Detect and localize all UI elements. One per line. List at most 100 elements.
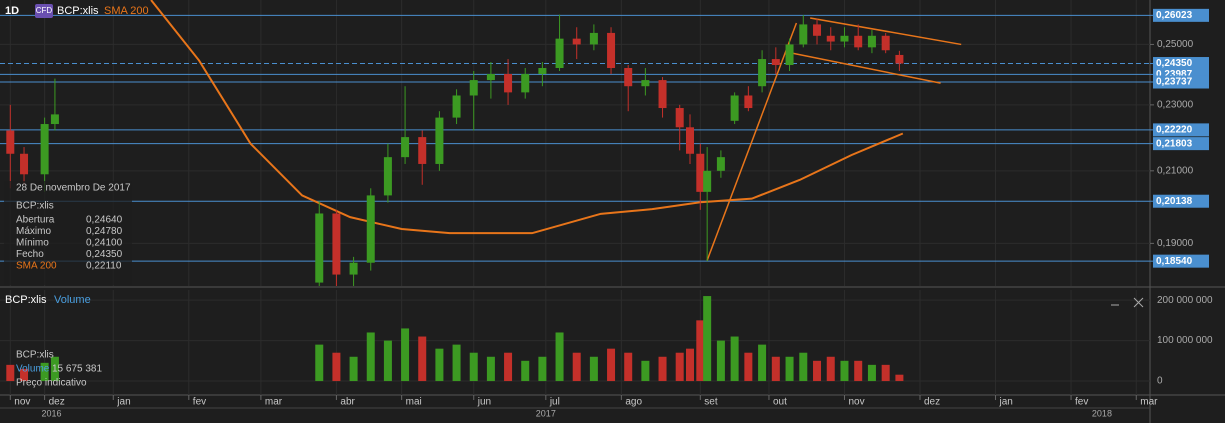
level-label: 0,23737 bbox=[1156, 77, 1193, 88]
candle-body bbox=[521, 74, 530, 93]
info-label: Fecho bbox=[16, 249, 44, 260]
candle-body bbox=[589, 32, 598, 45]
candle-body bbox=[366, 195, 375, 263]
x-tick-label: jul bbox=[549, 397, 560, 408]
candle-body bbox=[641, 80, 650, 87]
level-label-bg bbox=[1153, 75, 1209, 89]
x-tick-label: out bbox=[773, 397, 787, 408]
y-tick-label: 0,19000 bbox=[1157, 238, 1194, 249]
overlay: 1D CFD BCP:xlis SMA 200 28 De novembro D… bbox=[4, 4, 1213, 418]
volume-legend-symbol: BCP:xlis bbox=[16, 350, 54, 361]
trendline bbox=[810, 17, 962, 46]
candle-body bbox=[6, 130, 15, 154]
y-tick-label: 0,25000 bbox=[1157, 39, 1194, 50]
volume-panel bbox=[0, 290, 1150, 395]
candle-body bbox=[716, 157, 725, 171]
volume-bar bbox=[452, 344, 461, 382]
trendline bbox=[789, 51, 941, 84]
y-tick-label: 200 000 000 bbox=[1157, 295, 1213, 306]
volume-bar bbox=[572, 352, 581, 382]
volume-bar bbox=[538, 356, 547, 382]
volume-bar bbox=[50, 356, 59, 382]
x-tick-label: mar bbox=[265, 397, 283, 408]
close-icon[interactable] bbox=[1133, 297, 1144, 308]
candle-body bbox=[826, 35, 835, 42]
candle-body bbox=[383, 157, 392, 196]
candle-body bbox=[332, 213, 341, 275]
volume-bar bbox=[881, 364, 890, 382]
info-label: Máximo bbox=[16, 226, 51, 237]
info-value: 0,24350 bbox=[86, 249, 123, 260]
volume-legend-name: Volume bbox=[16, 364, 50, 375]
volume-bar bbox=[332, 352, 341, 382]
candle-body bbox=[20, 153, 29, 175]
level-label: 0,26023 bbox=[1156, 10, 1193, 21]
volume-bar bbox=[589, 356, 598, 382]
info-label: Mínimo bbox=[16, 238, 49, 249]
level-label-bg bbox=[1153, 137, 1209, 151]
volume-bar bbox=[658, 356, 667, 382]
volume-series-name: Volume bbox=[54, 294, 91, 306]
x-tick-label: jan bbox=[116, 397, 130, 408]
volume-bar bbox=[504, 352, 513, 382]
badge-bg bbox=[35, 4, 53, 18]
candle-body bbox=[744, 95, 753, 109]
candle-body bbox=[881, 35, 890, 51]
x-tick-label: dez bbox=[49, 397, 65, 408]
level-label: 0,20138 bbox=[1156, 196, 1193, 207]
indicator[interactable]: SMA 200 bbox=[104, 5, 149, 17]
volume-bar bbox=[686, 348, 694, 382]
volume-bar bbox=[854, 360, 863, 382]
interval[interactable]: 1D bbox=[5, 5, 19, 17]
x-tick-label: jun bbox=[477, 397, 491, 408]
x-tick-label: fev bbox=[1075, 397, 1088, 408]
volume-bar bbox=[555, 332, 564, 382]
volume-bar bbox=[6, 364, 15, 382]
info-label: SMA 200 bbox=[16, 261, 57, 272]
candle-body bbox=[572, 38, 581, 45]
volume-bar bbox=[624, 352, 633, 382]
x-tick-label: nov bbox=[14, 397, 30, 408]
volume-bar bbox=[40, 362, 49, 382]
volume-bar bbox=[799, 352, 808, 382]
volume-bar bbox=[20, 368, 29, 382]
x-tick-label: abr bbox=[340, 397, 355, 408]
y-tick-label: 100 000 000 bbox=[1157, 335, 1213, 346]
volume-bar bbox=[315, 344, 324, 382]
y-tick-label: 0,23000 bbox=[1157, 100, 1194, 111]
level-label: 0,23987 bbox=[1156, 69, 1193, 80]
candle-body bbox=[418, 137, 427, 164]
trendline bbox=[706, 22, 798, 261]
level-label: 0,24350 bbox=[1156, 58, 1193, 69]
volume-bar bbox=[349, 356, 358, 382]
level-label-bg bbox=[1153, 8, 1209, 22]
x-tick-label: dez bbox=[924, 397, 940, 408]
info-value: 0,24640 bbox=[86, 215, 123, 226]
volume-bar bbox=[607, 348, 616, 382]
info-date: 28 De novembro De 2017 bbox=[16, 183, 131, 194]
candle-body bbox=[813, 24, 822, 36]
level-label-bg bbox=[1153, 254, 1209, 268]
volume-bar bbox=[418, 336, 427, 382]
volume-bar bbox=[840, 360, 849, 382]
volume-bar bbox=[867, 364, 876, 382]
volume-bar bbox=[826, 356, 835, 382]
info-label: Abertura bbox=[16, 215, 55, 226]
candle-body bbox=[40, 124, 49, 175]
candle-body bbox=[840, 35, 849, 42]
year-label: 2016 bbox=[41, 408, 61, 418]
volume-bar bbox=[758, 344, 767, 382]
candle-body bbox=[730, 95, 739, 121]
y-tick-label: 0 bbox=[1157, 376, 1163, 387]
candle-body bbox=[758, 59, 767, 87]
info-symbol: BCP:xlis bbox=[16, 201, 54, 212]
volume-bar bbox=[813, 360, 822, 382]
symbol[interactable]: BCP:xlis bbox=[57, 5, 99, 17]
candle-body bbox=[799, 24, 808, 45]
volume-bar bbox=[521, 360, 530, 382]
candle-body bbox=[703, 170, 712, 192]
volume-bar bbox=[716, 340, 725, 382]
volume-bar bbox=[641, 360, 650, 382]
candle-body bbox=[867, 35, 876, 48]
x-tick-label: jan bbox=[999, 397, 1013, 408]
